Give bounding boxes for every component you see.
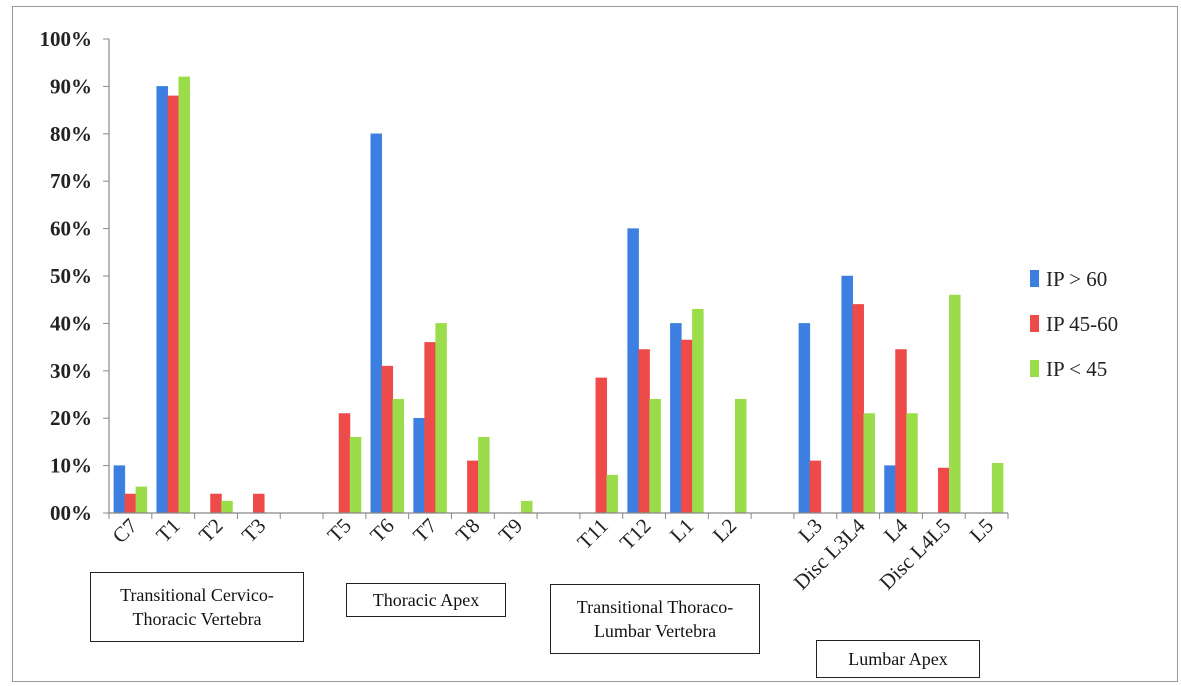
bar-t2-series-3	[221, 500, 233, 514]
legend-swatch-2	[1030, 315, 1039, 332]
x-tick-label: L3	[793, 514, 826, 547]
bar-t3-series-2	[253, 493, 265, 514]
annotation-thoracic-text: Thoracic Apex	[372, 590, 480, 610]
x-tick-label: T2	[194, 514, 227, 547]
bar-l3-series-1	[798, 323, 811, 514]
bar-t7-series-2	[424, 342, 436, 514]
bar-t5-series-2	[338, 413, 351, 514]
bar-disc-l4l5-series-2	[938, 467, 950, 514]
x-tick-label: L1	[665, 514, 698, 547]
bar-c7-series-1	[113, 465, 126, 514]
annotation-thoracic: Thoracic Apex	[346, 583, 506, 617]
x-tick-label: L4	[879, 513, 913, 547]
y-tick-label: 100%	[40, 27, 93, 51]
y-tick-label: 20%	[50, 406, 92, 430]
bar-l1-series-3	[692, 308, 704, 514]
bar-t9-series-3	[520, 500, 533, 514]
x-tick-label: L5	[965, 514, 998, 547]
bar-l4-series-1	[884, 465, 896, 514]
bar-l4-series-3	[906, 413, 918, 514]
x-tick-label: T1	[151, 514, 184, 547]
y-tick-label: 30%	[50, 359, 92, 383]
chart-frame	[12, 6, 1178, 682]
bar-t1-series-1	[156, 86, 168, 514]
bar-l5-series-3	[991, 462, 1004, 514]
x-tick-label: C7	[108, 514, 142, 548]
legend-label-2: IP 45-60	[1046, 312, 1118, 336]
bar-disc-l3l4-series-1	[841, 275, 853, 514]
bar-t7-series-1	[413, 417, 425, 514]
y-tick-label: 70%	[50, 169, 92, 193]
bar-disc-l3l4-series-3	[863, 413, 875, 514]
bar-l1-series-2	[681, 339, 693, 514]
y-tick-label: 60%	[50, 217, 92, 241]
x-tick-label: T8	[451, 514, 484, 547]
bar-t6-series-2	[381, 365, 394, 514]
legend: IP > 60 IP 45-60 IP < 45	[1030, 267, 1118, 381]
axes	[108, 39, 1009, 519]
annotation-thoracolumbar: Transitional Thoraco-Lumbar Vertebra	[550, 584, 760, 654]
bar-l4-series-2	[895, 349, 907, 514]
bar-t1-series-3	[178, 76, 190, 514]
annotation-cervico: Transitional Cervico-Thoracic Vertebra	[90, 572, 304, 642]
y-tick-label: 80%	[50, 122, 92, 146]
bar-c7-series-3	[135, 486, 148, 514]
bar-t7-series-3	[435, 323, 447, 514]
legend-label-1: IP > 60	[1046, 267, 1107, 291]
bar-t5-series-3	[349, 436, 362, 514]
y-tick-label: 00%	[50, 501, 92, 525]
bar-c7-series-2	[124, 493, 137, 514]
x-tick-label: L2	[708, 514, 741, 547]
bar-disc-l3l4-series-2	[852, 304, 864, 514]
bar-t8-series-3	[478, 436, 490, 514]
y-tick-label: 50%	[50, 264, 92, 288]
legend-label-3: IP < 45	[1046, 357, 1107, 381]
bar-t11-series-2	[595, 377, 608, 514]
y-tick-label: 10%	[50, 454, 92, 478]
bar-t2-series-2	[210, 493, 222, 514]
bar-t12-series-2	[638, 349, 650, 514]
x-tick-label: T9	[494, 514, 527, 547]
bar-l1-series-1	[670, 323, 682, 514]
x-tick-label: T3	[237, 514, 270, 547]
bar-t12-series-1	[627, 228, 639, 514]
y-axis-ticks: 00% 10% 20% 30% 40% 50% 60% 70% 80% 90% 100%	[40, 27, 109, 525]
legend-swatch-3	[1030, 360, 1039, 377]
bar-t6-series-3	[392, 398, 405, 514]
bar-t8-series-2	[467, 460, 479, 514]
bars	[113, 76, 1004, 514]
bar-t1-series-2	[167, 95, 179, 514]
x-tick-label: T6	[365, 514, 398, 547]
legend-swatch-1	[1030, 270, 1039, 287]
bar-t12-series-3	[649, 398, 661, 514]
annotation-cervico-text: Transitional Cervico-Thoracic Vertebra	[120, 585, 274, 629]
x-tick-label: T5	[323, 514, 356, 547]
y-tick-label: 40%	[50, 311, 92, 335]
x-tick-label: T12	[615, 514, 656, 555]
bar-l2-series-3	[734, 398, 747, 514]
bar-t6-series-1	[370, 133, 383, 514]
y-tick-label: 90%	[50, 74, 92, 98]
annotation-lumbar: Lumbar Apex	[816, 640, 980, 678]
annotation-lumbar-text: Lumbar Apex	[848, 649, 948, 669]
annotation-thoracolumbar-text: Transitional Thoraco-Lumbar Vertebra	[576, 597, 734, 641]
bar-l3-series-2	[809, 460, 822, 514]
x-tick-label: T7	[408, 514, 441, 547]
x-tick-label: T11	[572, 514, 612, 554]
bar-t11-series-3	[606, 474, 619, 514]
bar-disc-l4l5-series-3	[949, 294, 961, 514]
